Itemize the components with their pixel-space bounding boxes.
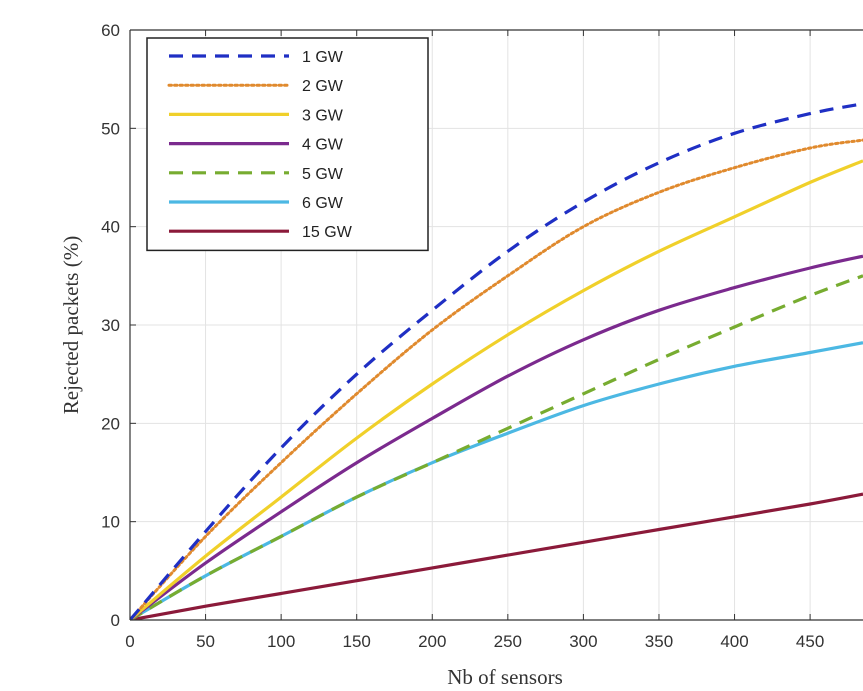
x-tick-label: 450	[796, 632, 824, 651]
x-tick-label: 400	[720, 632, 748, 651]
x-axis-label: Nb of sensors	[447, 665, 563, 689]
x-tick-label: 150	[343, 632, 371, 651]
legend-label: 4 GW	[302, 137, 344, 154]
y-tick-label: 50	[101, 119, 120, 138]
x-tick-label: 0	[125, 632, 134, 651]
legend-label: 3 GW	[302, 107, 344, 124]
y-tick-label: 0	[111, 611, 120, 630]
y-tick-label: 40	[101, 218, 120, 237]
legend-label: 2 GW	[302, 78, 344, 95]
x-tick-label: 100	[267, 632, 295, 651]
x-tick-label: 350	[645, 632, 673, 651]
y-tick-label: 10	[101, 513, 120, 532]
y-tick-label: 60	[101, 21, 120, 40]
y-tick-label: 30	[101, 316, 120, 335]
x-tick-label: 50	[196, 632, 215, 651]
x-tick-label: 250	[494, 632, 522, 651]
x-tick-label: 300	[569, 632, 597, 651]
y-axis-label: Rejected packets (%)	[59, 236, 83, 414]
x-tick-label: 200	[418, 632, 446, 651]
legend-label: 5 GW	[302, 166, 344, 183]
legend-label: 1 GW	[302, 49, 344, 66]
legend: 1 GW 2 GW 3 GW 4 GW 5 GW 6 GW 15 GW	[147, 38, 428, 250]
legend-label: 6 GW	[302, 195, 344, 212]
legend-label: 15 GW	[302, 224, 353, 241]
y-tick-label: 20	[101, 414, 120, 433]
